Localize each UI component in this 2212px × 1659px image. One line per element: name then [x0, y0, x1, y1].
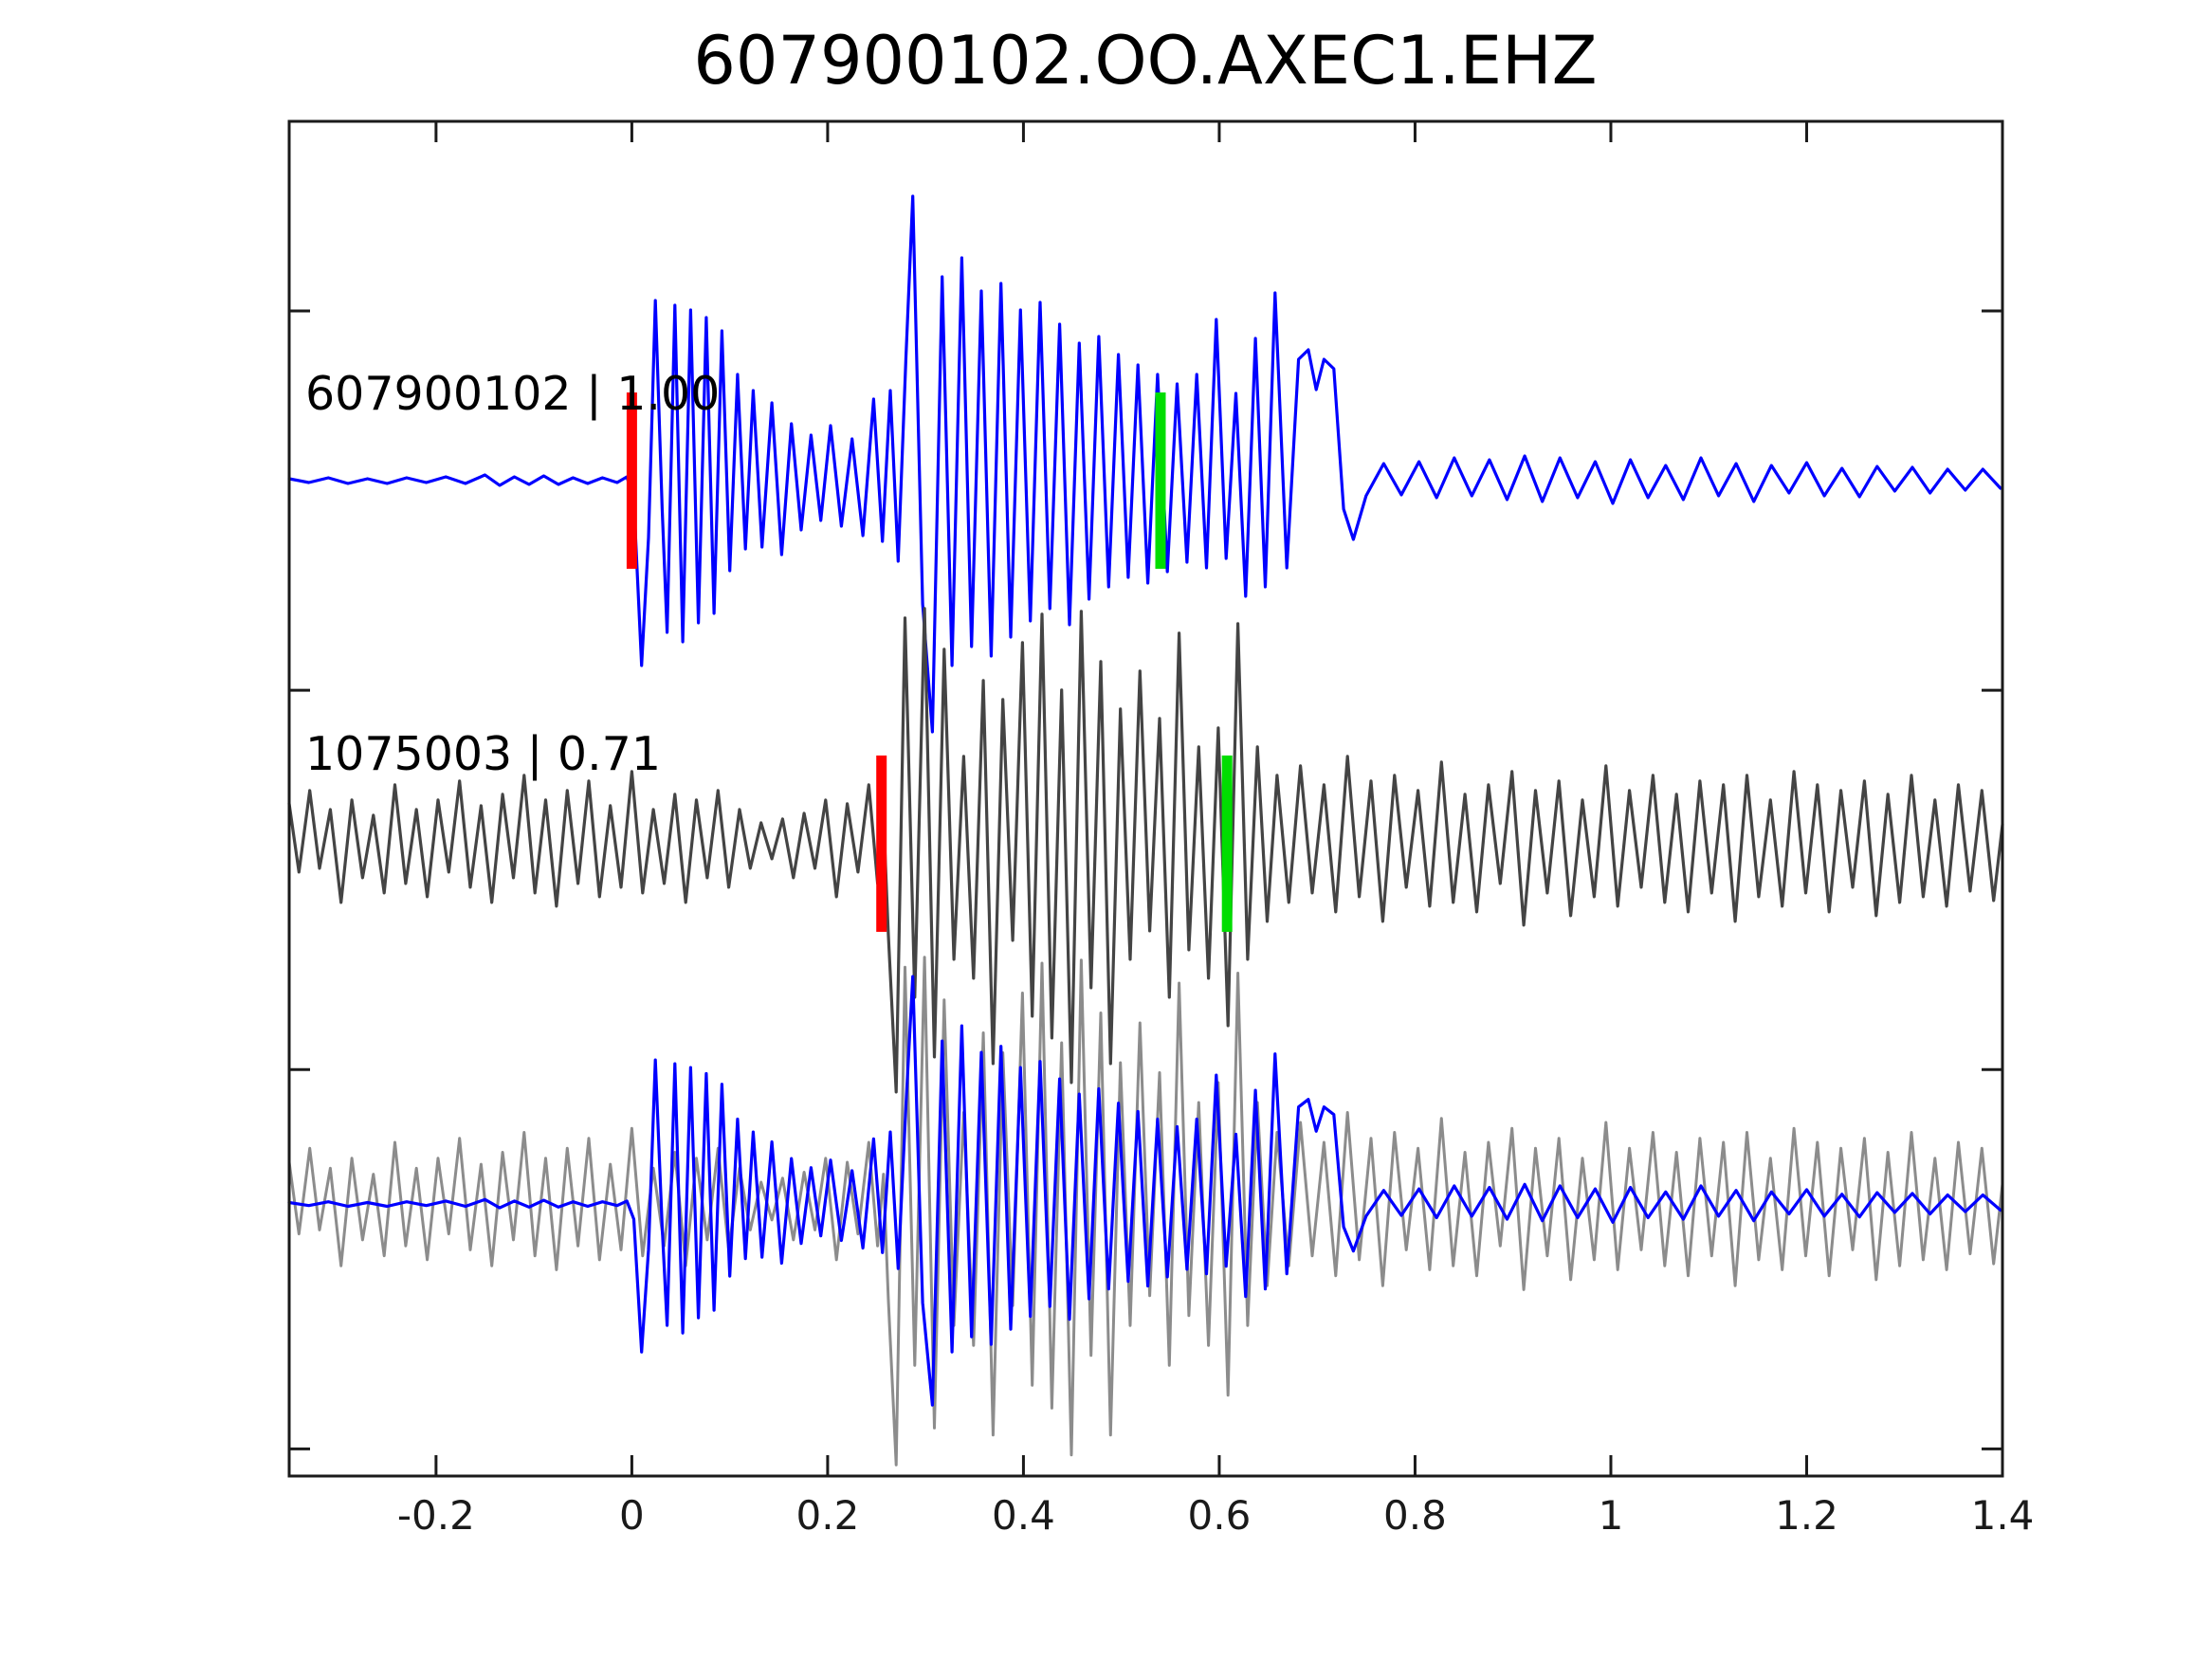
x-tick-label: 0 — [619, 1492, 645, 1539]
pick-marker-green — [1221, 755, 1233, 932]
x-tick-label: 0.4 — [992, 1492, 1055, 1539]
template-trace-label: 607900102 | 1.00 — [305, 367, 720, 421]
plot-frame — [287, 119, 2004, 1478]
x-tick-label: 1.2 — [1775, 1492, 1838, 1539]
detection-trace — [287, 956, 2004, 1467]
x-tick-label: 0.8 — [1383, 1492, 1447, 1539]
x-tick-label: 0.2 — [796, 1492, 860, 1539]
x-tick-label: 0.6 — [1188, 1492, 1252, 1539]
plot-area: -0.2 0 0.2 0.4 0.6 0.8 1 1.2 1.4 — [287, 119, 2035, 1539]
pick-marker-green — [1155, 392, 1166, 569]
chart-title: 607900102.OO.AXEC1.EHZ — [693, 22, 1597, 100]
x-tick-label: 1.4 — [1971, 1492, 2035, 1539]
pick-marker-red — [626, 392, 637, 569]
x-tick-label: -0.2 — [397, 1492, 475, 1539]
detection-trace — [287, 607, 2004, 1094]
pick-marker-red — [876, 755, 887, 932]
detection-trace-label: 1075003 | 0.71 — [305, 727, 661, 781]
template-trace — [287, 975, 2002, 1407]
template-trace — [287, 194, 2002, 734]
x-tick-label: 1 — [1599, 1492, 1624, 1539]
